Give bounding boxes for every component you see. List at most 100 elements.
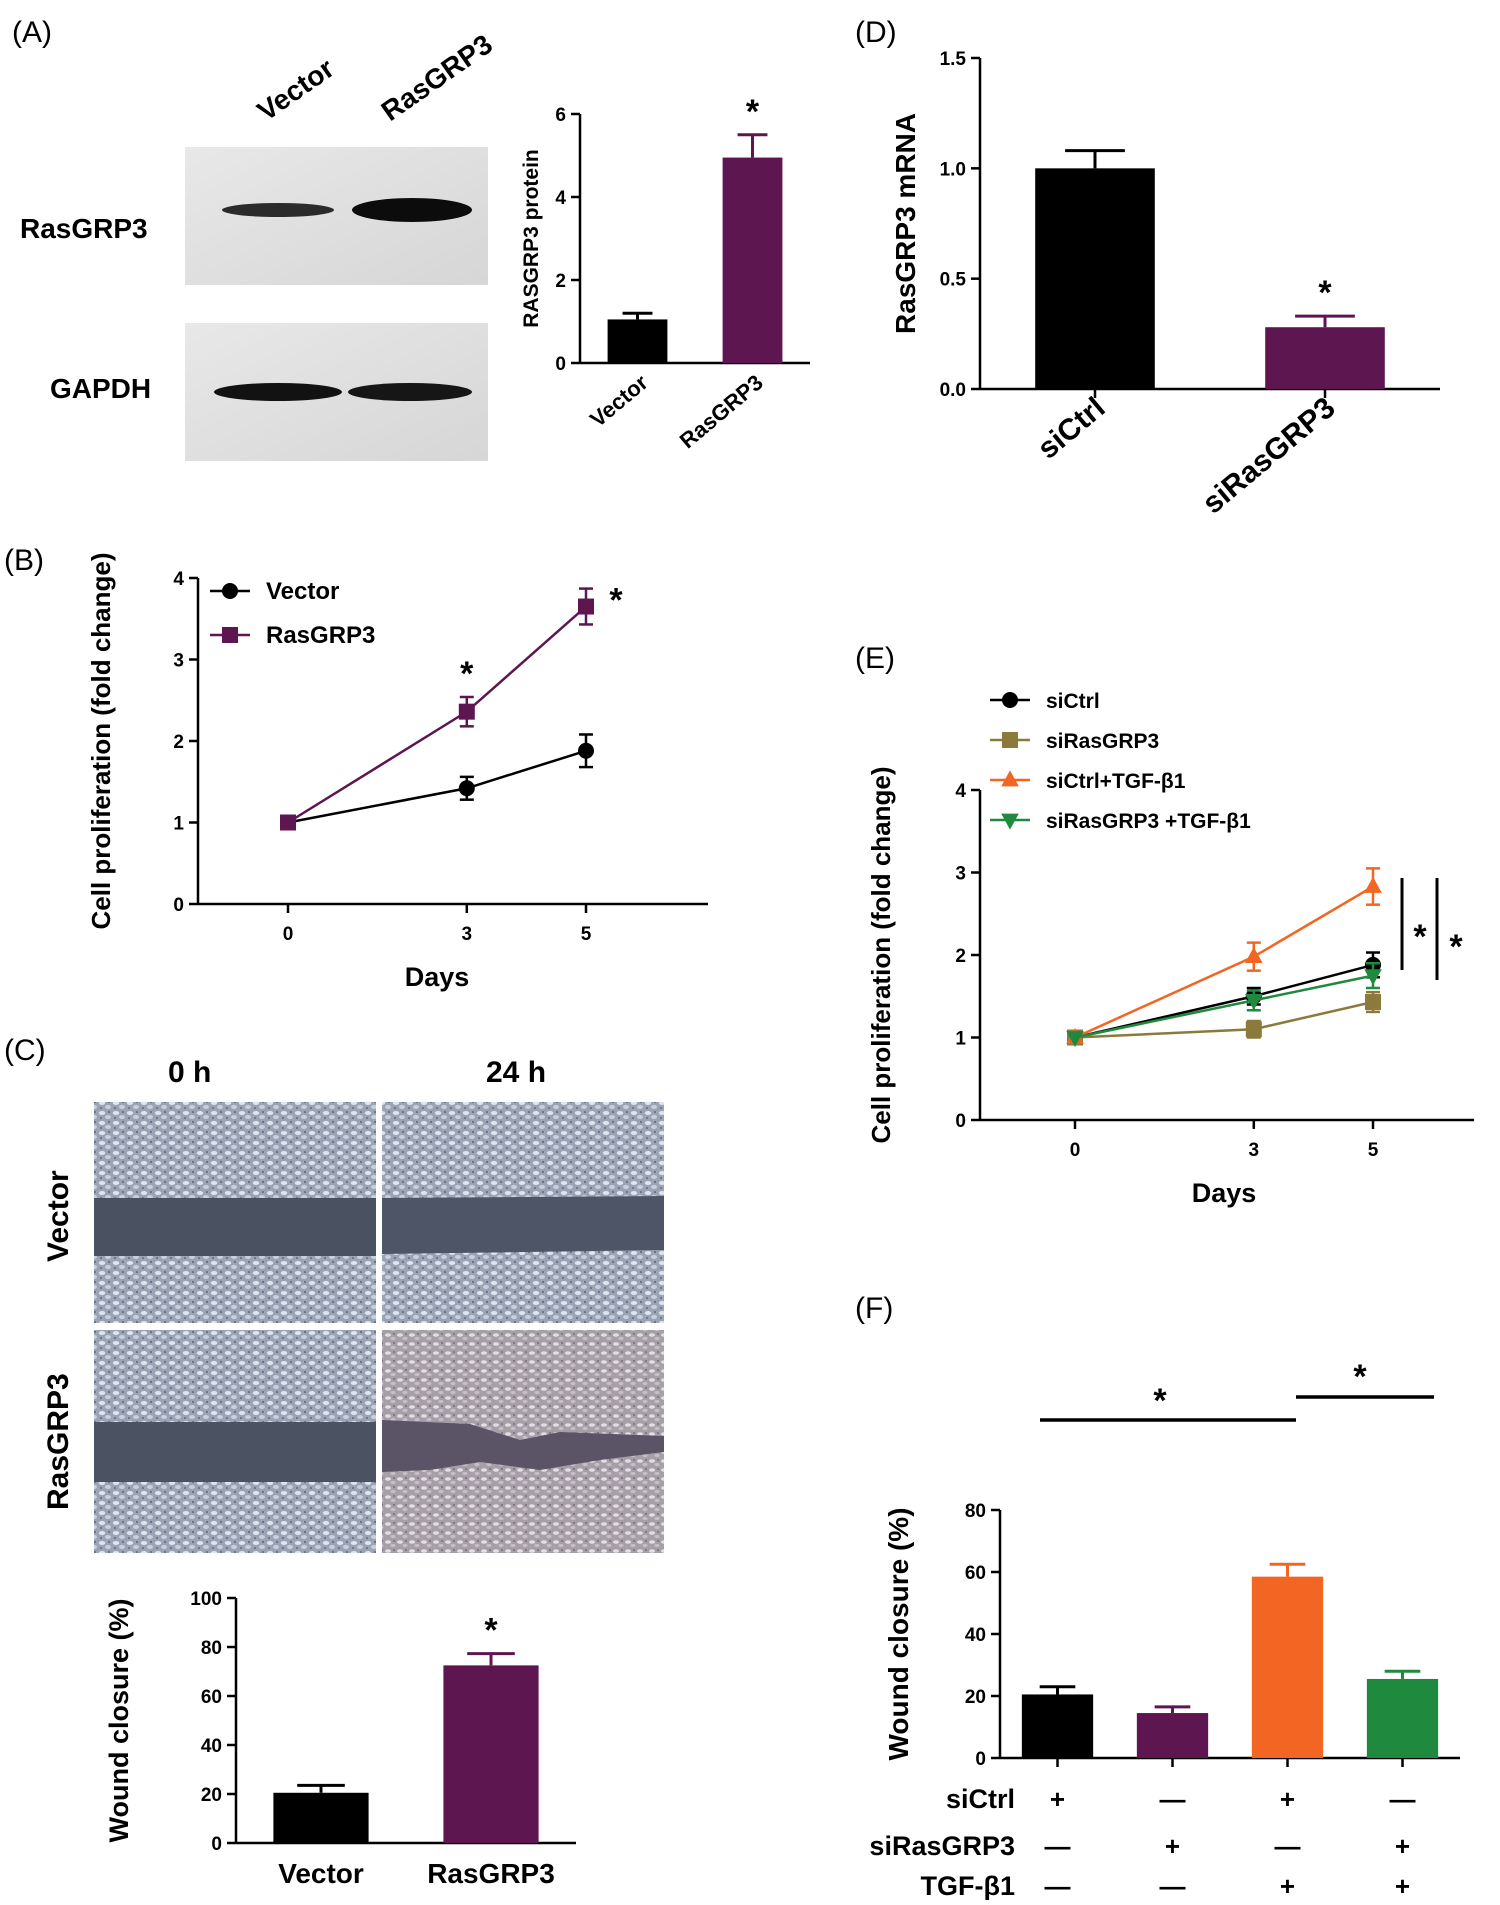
chart-e: 0 1 2 3 4 0 3 5 siCtrl siRasGRP3 siCtrl+TGF-β1 siRa… (866, 690, 1474, 1208)
y-tick-label: 20 (965, 1687, 986, 1708)
legend-label: siRasGRP3 (1046, 730, 1159, 753)
y-tick-label: 3 (955, 864, 966, 885)
y-tick-label: 0.5 (940, 270, 967, 291)
y-tick-label: 60 (965, 1563, 986, 1584)
y-tick-label: 1.0 (940, 159, 966, 180)
y-tick-label: 0 (173, 895, 184, 916)
y-tick-label: 0.0 (940, 380, 966, 401)
data-point (1245, 947, 1263, 964)
x-tick-label: 0 (283, 924, 294, 945)
legend-label: siCtrl+TGF-β1 (1046, 770, 1186, 793)
y-tick-label: 3 (173, 651, 184, 672)
legend-label: siCtrl (1046, 690, 1100, 713)
y-tick-label: 0 (211, 1834, 222, 1855)
x-tick-label: RasGRP3 (675, 370, 768, 454)
x-axis-title: Days (1192, 1178, 1257, 1208)
chart-f: 0 20 40 60 80 Wound closure (%) * * siCtrl + — + — si… (869, 1358, 1460, 1901)
y-axis-title: RasGRP3 mRNA (890, 113, 921, 334)
y-axis-title: Cell proliferation (fold change) (86, 552, 116, 929)
x-tick-label: 3 (462, 924, 473, 945)
y-tick-label: 40 (965, 1625, 986, 1646)
series-line (1074, 963, 1374, 1039)
significance-star: * (484, 1612, 498, 1650)
condition-sign: + (1395, 1871, 1410, 1900)
band-gapdh-vector (214, 383, 342, 401)
band-rasgrp3-rasgrp3 (352, 198, 472, 222)
y-axis-title: Wound closure (%) (883, 1507, 914, 1760)
x-tick-label: siCtrl (1032, 391, 1112, 466)
series-line (287, 749, 587, 824)
data-point (222, 583, 238, 599)
bar (1265, 327, 1385, 389)
condition-sign: + (1280, 1784, 1295, 1814)
condition-sign: + (1050, 1784, 1065, 1814)
x-tick-label: RasGRP3 (427, 1858, 555, 1889)
y-tick-label: 80 (201, 1638, 222, 1659)
x-tick-label: 5 (581, 924, 592, 945)
condition-sign: + (1165, 1831, 1180, 1861)
bar (1021, 1694, 1094, 1758)
y-axis-title: Cell proliferation (fold change) (866, 766, 896, 1143)
condition-sign: — (1275, 1831, 1301, 1861)
blot-row-label-rasgrp3: RasGRP3 (20, 213, 148, 244)
micrograph-vector-0h (94, 1102, 376, 1323)
micrograph-row-vector: Vector (42, 1170, 75, 1262)
x-tick-label: 0 (1070, 1140, 1081, 1161)
y-tick-label: 60 (201, 1687, 222, 1708)
panel-label-e: (E) (855, 642, 895, 675)
y-tick-label: 0 (975, 1749, 986, 1770)
legend-label: siRasGRP3 +TGF-β1 (1046, 810, 1251, 833)
significance-star: * (1353, 1358, 1367, 1396)
data-point (458, 780, 475, 797)
significance-star: * (1449, 928, 1463, 966)
micrograph-rasgrp3-24h (382, 1330, 664, 1553)
x-tick-label: 5 (1368, 1140, 1379, 1161)
band-gapdh-rasgrp3 (348, 383, 472, 401)
y-tick-label: 0 (955, 1111, 966, 1132)
bar (443, 1665, 539, 1843)
significance-star: * (1153, 1382, 1167, 1420)
blot-lane-label-vector: Vector (252, 52, 340, 127)
condition-sign: — (1045, 1831, 1071, 1861)
data-point (458, 703, 475, 720)
blot-lane-label-rasgrp3: RasGRP3 (376, 28, 498, 127)
significance-star: * (460, 655, 474, 693)
condition-sign: + (1395, 1831, 1410, 1861)
significance-star: * (1413, 918, 1427, 956)
significance-star: * (609, 582, 623, 620)
legend-label: Vector (266, 578, 339, 605)
blot-row-label-gapdh: GAPDH (50, 373, 151, 404)
chart-d: 0.0 0.5 1.0 1.5 siCtrl siRasGRP3 * RasGRP3 mRNA (890, 49, 1440, 520)
x-tick-label: 3 (1249, 1140, 1260, 1161)
y-tick-label: 1.5 (940, 49, 967, 70)
condition-sign: — (1160, 1871, 1186, 1900)
bar (607, 319, 668, 363)
micrograph-time-24h: 24 h (486, 1056, 546, 1089)
y-tick-label: 40 (201, 1736, 222, 1757)
y-tick-label: 80 (965, 1501, 986, 1522)
bar (1136, 1713, 1209, 1758)
data-point (578, 598, 594, 615)
condition-sign: + (1280, 1871, 1295, 1900)
y-tick-label: 2 (555, 271, 566, 292)
micrograph-time-0h: 0 h (168, 1056, 211, 1089)
data-point (1002, 732, 1018, 748)
significance-star: * (746, 93, 760, 131)
western-blot: Vector RasGRP3 RasGRP3 GAPDH (20, 28, 498, 461)
band-rasgrp3-vector (222, 203, 334, 217)
bar (273, 1792, 369, 1843)
series-line (1074, 885, 1374, 1039)
y-tick-label: 6 (555, 105, 566, 126)
micrograph-rasgrp3-0h (94, 1330, 376, 1553)
condition-row-label: siRasGRP3 (869, 1831, 1015, 1861)
y-tick-label: 2 (173, 732, 184, 753)
data-point (1245, 1021, 1262, 1038)
condition-sign: — (1045, 1871, 1071, 1900)
micrograph-vector-24h (382, 1102, 664, 1323)
data-point (280, 814, 296, 831)
x-tick-label: Vector (585, 369, 653, 432)
y-axis-title: RASGRP3 protein (520, 149, 543, 328)
condition-sign: — (1160, 1784, 1186, 1814)
chart-b: 0 1 2 3 4 0 3 5 Vector RasGRP3 Cell proliferation … (86, 552, 708, 992)
